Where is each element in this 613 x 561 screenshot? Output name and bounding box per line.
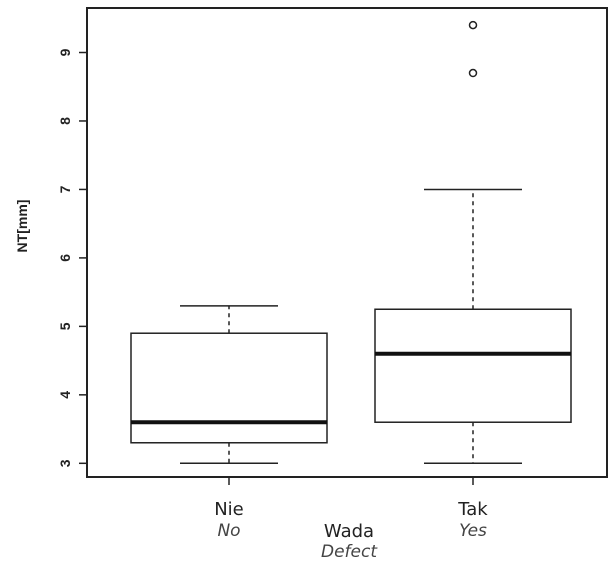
y-tick-label: 7 xyxy=(57,185,73,193)
y-axis-title: NT[mm] xyxy=(14,200,30,253)
y-tick-label: 6 xyxy=(57,254,73,262)
box-group-tak xyxy=(374,20,572,465)
plot-frame xyxy=(86,7,608,478)
boxes xyxy=(130,20,572,465)
box-group-nie xyxy=(130,305,328,465)
x-category-label: Nie xyxy=(214,499,244,520)
x-axis-title: Wada xyxy=(324,521,374,542)
outlier-point xyxy=(468,20,478,30)
x-category-label: Tak xyxy=(457,499,488,520)
y-axis: 3 4 5 6 7 8 9 xyxy=(57,48,87,467)
y-tick-label: 8 xyxy=(57,117,73,125)
x-category-translation: No xyxy=(217,521,240,541)
y-tick-label: 9 xyxy=(57,48,73,56)
x-axis-title-translation: Defect xyxy=(321,542,378,561)
y-tick-label: 4 xyxy=(57,391,73,399)
x-category-translation: Yes xyxy=(459,521,487,541)
y-tick-label: 3 xyxy=(57,459,73,467)
outlier-point xyxy=(468,68,478,78)
iqr-box xyxy=(130,332,328,444)
iqr-box xyxy=(374,308,572,423)
y-tick-label: 5 xyxy=(57,322,73,330)
